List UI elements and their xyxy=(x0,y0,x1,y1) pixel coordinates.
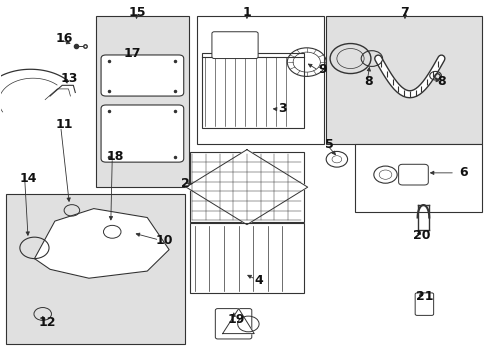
FancyBboxPatch shape xyxy=(190,223,304,293)
Text: 7: 7 xyxy=(400,6,408,19)
Text: 6: 6 xyxy=(458,166,467,179)
FancyBboxPatch shape xyxy=(355,144,481,212)
FancyBboxPatch shape xyxy=(197,16,323,144)
FancyBboxPatch shape xyxy=(101,55,183,96)
Text: 13: 13 xyxy=(61,72,78,85)
FancyBboxPatch shape xyxy=(398,164,427,185)
FancyBboxPatch shape xyxy=(325,16,481,144)
Text: 21: 21 xyxy=(415,289,432,303)
Text: 9: 9 xyxy=(317,63,326,76)
Polygon shape xyxy=(186,150,307,225)
Text: 20: 20 xyxy=(412,229,430,242)
Text: 5: 5 xyxy=(325,138,333,151)
Text: 8: 8 xyxy=(364,75,372,88)
FancyBboxPatch shape xyxy=(202,53,304,128)
Text: 19: 19 xyxy=(227,313,244,326)
Text: 18: 18 xyxy=(107,150,124,163)
Polygon shape xyxy=(222,309,254,334)
Polygon shape xyxy=(34,208,169,278)
FancyBboxPatch shape xyxy=(6,194,185,344)
FancyBboxPatch shape xyxy=(96,16,188,187)
Text: 10: 10 xyxy=(155,234,173,247)
FancyBboxPatch shape xyxy=(101,105,183,162)
Text: 3: 3 xyxy=(278,102,286,115)
Text: 15: 15 xyxy=(128,6,146,19)
Text: 12: 12 xyxy=(39,316,56,329)
Text: 17: 17 xyxy=(123,47,141,60)
Text: 1: 1 xyxy=(242,6,251,19)
Text: 16: 16 xyxy=(56,32,73,45)
FancyBboxPatch shape xyxy=(211,32,258,59)
Text: 8: 8 xyxy=(436,75,445,88)
FancyBboxPatch shape xyxy=(215,309,251,339)
Text: 4: 4 xyxy=(254,274,263,287)
FancyBboxPatch shape xyxy=(414,293,433,315)
FancyBboxPatch shape xyxy=(190,152,304,222)
Text: 14: 14 xyxy=(20,172,37,185)
Text: 11: 11 xyxy=(56,118,73,131)
Text: 2: 2 xyxy=(181,177,189,190)
